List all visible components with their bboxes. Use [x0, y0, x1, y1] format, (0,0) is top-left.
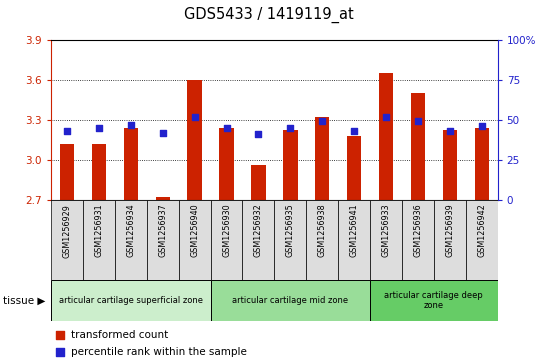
FancyBboxPatch shape [306, 200, 338, 280]
Text: GSM1256934: GSM1256934 [126, 204, 136, 257]
Text: GSM1256930: GSM1256930 [222, 204, 231, 257]
FancyBboxPatch shape [370, 200, 402, 280]
Point [190, 114, 199, 119]
Point [63, 128, 72, 134]
Text: GSM1256936: GSM1256936 [413, 204, 422, 257]
Point [381, 114, 390, 119]
FancyBboxPatch shape [370, 280, 498, 321]
FancyBboxPatch shape [210, 280, 370, 321]
Text: articular cartilage superficial zone: articular cartilage superficial zone [59, 296, 203, 305]
Point [158, 130, 167, 135]
FancyBboxPatch shape [147, 200, 179, 280]
Point [318, 118, 327, 124]
Bar [124, 128, 138, 200]
Text: GSM1256929: GSM1256929 [62, 204, 72, 257]
Text: GSM1256933: GSM1256933 [381, 204, 391, 257]
Text: transformed count: transformed count [71, 330, 168, 339]
Point [414, 118, 422, 124]
FancyBboxPatch shape [51, 280, 210, 321]
FancyBboxPatch shape [274, 200, 306, 280]
FancyBboxPatch shape [243, 200, 274, 280]
Point [445, 128, 454, 134]
Bar [315, 117, 329, 200]
FancyBboxPatch shape [466, 200, 498, 280]
Bar [443, 130, 457, 200]
Point [477, 123, 486, 129]
Bar [251, 165, 266, 200]
Text: tissue ▶: tissue ▶ [3, 295, 45, 305]
Point [222, 125, 231, 131]
Text: GSM1256941: GSM1256941 [350, 204, 359, 257]
Bar [187, 80, 202, 200]
Text: GSM1256932: GSM1256932 [254, 204, 263, 257]
FancyBboxPatch shape [179, 200, 210, 280]
Text: percentile rank within the sample: percentile rank within the sample [71, 347, 247, 358]
FancyBboxPatch shape [115, 200, 147, 280]
Text: GSM1256935: GSM1256935 [286, 204, 295, 257]
Text: articular cartilage mid zone: articular cartilage mid zone [232, 296, 349, 305]
Bar [155, 197, 170, 200]
Point [350, 128, 358, 134]
Point [254, 131, 263, 137]
Text: GDS5433 / 1419119_at: GDS5433 / 1419119_at [184, 7, 354, 24]
Bar [410, 93, 425, 200]
Text: GSM1256931: GSM1256931 [95, 204, 103, 257]
FancyBboxPatch shape [434, 200, 466, 280]
Text: GSM1256942: GSM1256942 [477, 204, 486, 257]
Point [351, 277, 360, 282]
Bar [475, 128, 489, 200]
Point [126, 122, 135, 127]
FancyBboxPatch shape [402, 200, 434, 280]
FancyBboxPatch shape [210, 200, 243, 280]
FancyBboxPatch shape [83, 200, 115, 280]
Bar [283, 130, 298, 200]
Text: GSM1256939: GSM1256939 [445, 204, 454, 257]
Bar [92, 144, 106, 200]
Point [286, 125, 295, 131]
Bar [379, 73, 393, 200]
FancyBboxPatch shape [338, 200, 370, 280]
Bar [347, 136, 362, 200]
Point [351, 114, 360, 119]
Point [95, 125, 103, 131]
Bar [60, 144, 74, 200]
Text: GSM1256937: GSM1256937 [158, 204, 167, 257]
Text: articular cartilage deep
zone: articular cartilage deep zone [385, 291, 483, 310]
Text: GSM1256940: GSM1256940 [190, 204, 199, 257]
Bar [220, 128, 233, 200]
FancyBboxPatch shape [51, 200, 83, 280]
Text: GSM1256938: GSM1256938 [318, 204, 327, 257]
